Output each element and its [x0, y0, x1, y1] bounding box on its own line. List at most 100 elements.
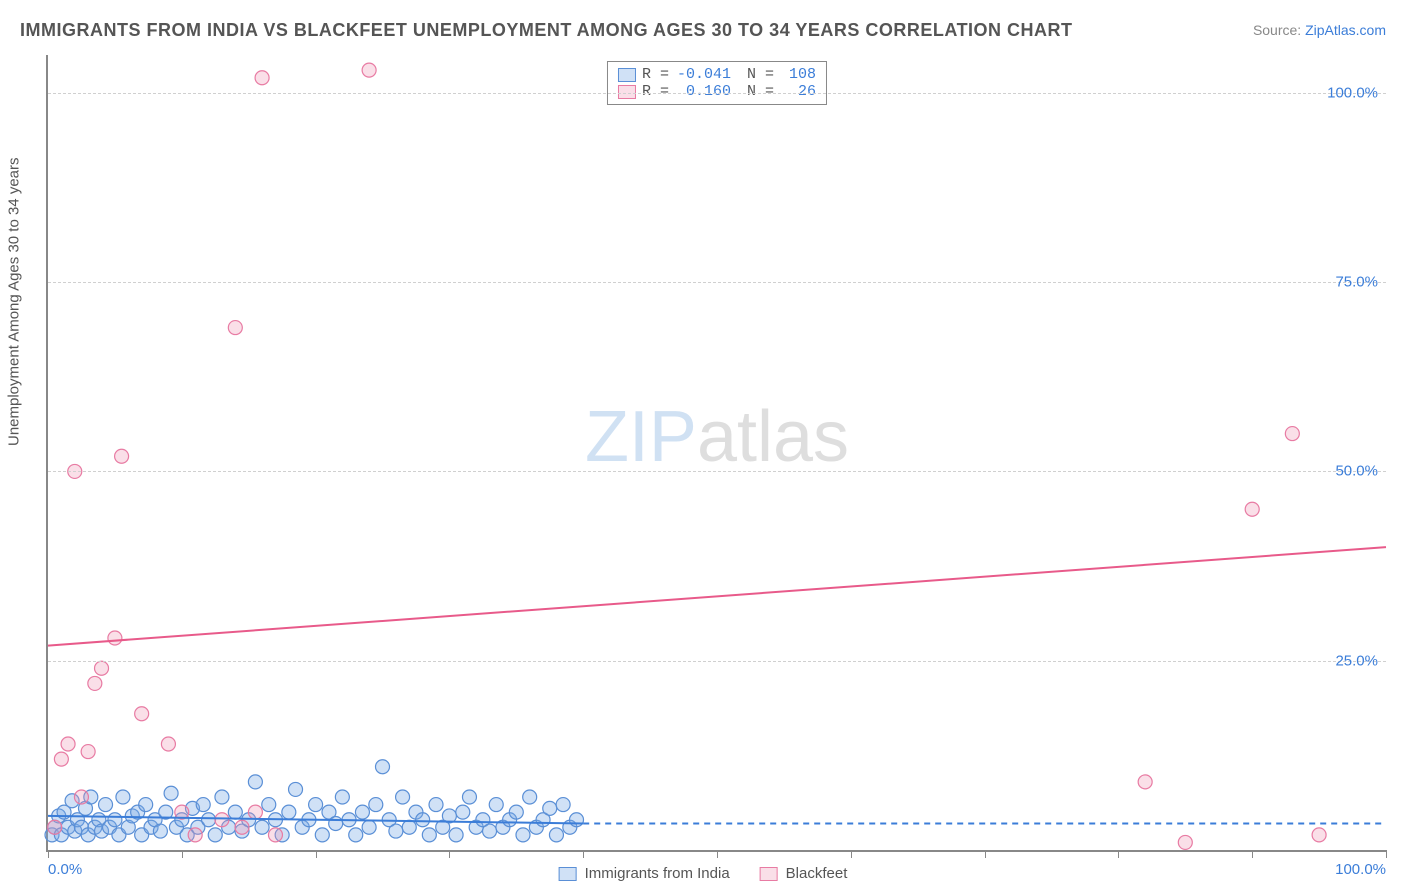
data-point: [115, 449, 129, 463]
data-point: [215, 790, 229, 804]
data-point: [164, 786, 178, 800]
data-point: [74, 790, 88, 804]
data-point: [54, 752, 68, 766]
gridline: [48, 661, 1386, 662]
x-tick: [851, 850, 852, 858]
x-tick-label: 100.0%: [1335, 861, 1386, 878]
data-point: [95, 661, 109, 675]
data-point: [422, 828, 436, 842]
source-link[interactable]: ZipAtlas.com: [1305, 22, 1386, 38]
data-point: [509, 805, 523, 819]
legend-series-label: Blackfeet: [786, 865, 848, 882]
data-point: [1312, 828, 1326, 842]
data-point: [489, 798, 503, 812]
data-point: [516, 828, 530, 842]
data-point: [376, 760, 390, 774]
legend-stats-row: R = 0.160 N = 26: [618, 83, 816, 100]
data-point: [549, 828, 563, 842]
data-point: [570, 813, 584, 827]
x-tick: [1118, 850, 1119, 858]
x-tick: [985, 850, 986, 858]
data-point: [215, 813, 229, 827]
data-point: [523, 790, 537, 804]
x-tick: [48, 850, 49, 858]
data-point: [208, 828, 222, 842]
gridline: [48, 93, 1386, 94]
data-point: [1245, 502, 1259, 516]
y-tick-label: 75.0%: [1335, 274, 1378, 291]
data-point: [349, 828, 363, 842]
data-point: [396, 790, 410, 804]
data-point: [335, 790, 349, 804]
data-point: [108, 813, 122, 827]
source-credit: Source: ZipAtlas.com: [1253, 22, 1386, 38]
data-point: [289, 782, 303, 796]
legend-series-item: Immigrants from India: [559, 865, 730, 882]
data-point: [255, 820, 269, 834]
data-point: [543, 801, 557, 815]
gridline: [48, 282, 1386, 283]
data-point: [248, 805, 262, 819]
data-point: [1138, 775, 1152, 789]
y-tick-label: 25.0%: [1335, 652, 1378, 669]
legend-series-label: Immigrants from India: [585, 865, 730, 882]
data-point: [116, 790, 130, 804]
data-point: [262, 798, 276, 812]
data-point: [48, 820, 62, 834]
data-point: [462, 790, 476, 804]
chart-plot-area: ZIPatlas R =-0.041N =108R =0.160N =26 25…: [46, 55, 1386, 852]
y-axis-label: Unemployment Among Ages 30 to 34 years: [6, 157, 23, 446]
chart-title: IMMIGRANTS FROM INDIA VS BLACKFEET UNEMP…: [20, 20, 1073, 41]
legend-r-value: 0.160: [675, 83, 731, 100]
legend-series: Immigrants from India Blackfeet: [559, 865, 848, 882]
legend-n-label: N =: [747, 83, 774, 100]
data-point: [483, 824, 497, 838]
legend-swatch: [760, 867, 778, 881]
data-point: [456, 805, 470, 819]
x-tick-label: 0.0%: [48, 861, 82, 878]
trend-line: [48, 547, 1386, 645]
data-point: [416, 813, 430, 827]
y-tick-label: 100.0%: [1327, 84, 1378, 101]
legend-n-value: 26: [780, 83, 816, 100]
x-tick: [316, 850, 317, 858]
data-point: [139, 798, 153, 812]
data-point: [135, 707, 149, 721]
data-point: [362, 820, 376, 834]
data-point: [449, 828, 463, 842]
data-point: [556, 798, 570, 812]
legend-r-label: R =: [642, 66, 669, 83]
legend-r-label: R =: [642, 83, 669, 100]
legend-series-item: Blackfeet: [760, 865, 848, 882]
data-point: [315, 828, 329, 842]
y-tick-label: 50.0%: [1335, 463, 1378, 480]
data-point: [228, 805, 242, 819]
data-point: [309, 798, 323, 812]
data-point: [88, 676, 102, 690]
data-point: [188, 828, 202, 842]
data-point: [81, 745, 95, 759]
legend-swatch: [559, 867, 577, 881]
data-point: [153, 824, 167, 838]
legend-stats-box: R = -0.041 N = 108R = 0.160 N = 26: [607, 61, 827, 105]
data-point: [282, 805, 296, 819]
data-point: [362, 63, 376, 77]
data-point: [196, 798, 210, 812]
data-point: [202, 813, 216, 827]
data-point: [61, 737, 75, 751]
legend-n-value: 108: [780, 66, 816, 83]
x-tick: [182, 850, 183, 858]
scatter-svg: [48, 55, 1386, 850]
legend-swatch: [618, 68, 636, 82]
legend-r-value: -0.041: [675, 66, 731, 83]
data-point: [235, 820, 249, 834]
data-point: [255, 71, 269, 85]
legend-swatch: [618, 85, 636, 99]
legend-stats-row: R =-0.041N =108: [618, 66, 816, 83]
gridline: [48, 471, 1386, 472]
data-point: [389, 824, 403, 838]
data-point: [329, 817, 343, 831]
data-point: [248, 775, 262, 789]
data-point: [268, 828, 282, 842]
data-point: [108, 631, 122, 645]
